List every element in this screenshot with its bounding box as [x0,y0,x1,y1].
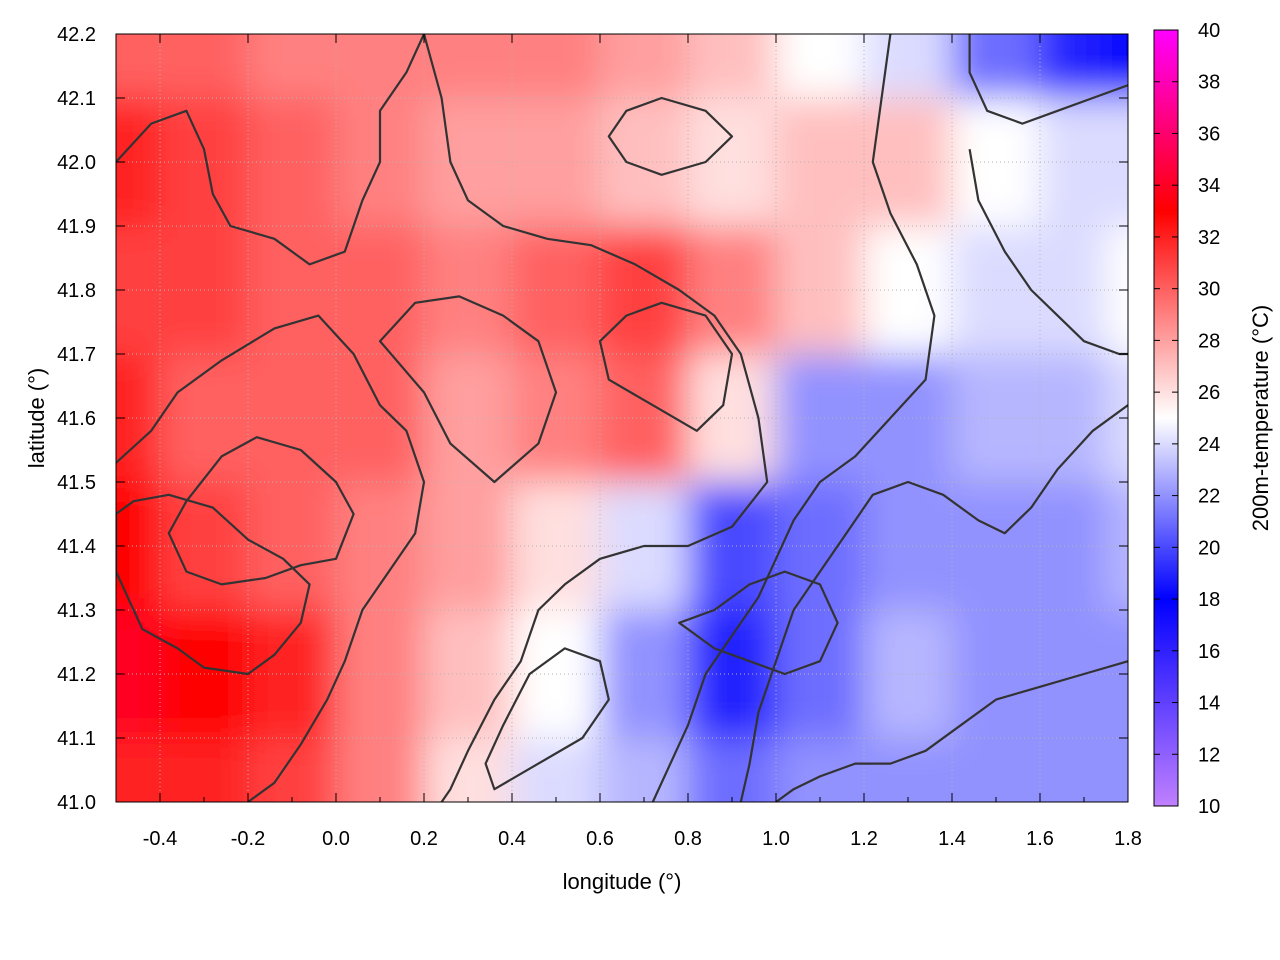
contour-line-southern-lobe [484,647,610,791]
x-tick-label: 1.0 [762,828,790,850]
y-tick-label: 41.4 [57,536,96,558]
colorbar-tick-label: 32 [1198,227,1220,249]
x-axis-label: longitude (°) [563,869,682,894]
y-tick-label: 42.1 [57,88,96,110]
temperature-cell [336,738,424,802]
x-tick-label: -0.2 [231,828,265,850]
contour-line-north-east-cold [968,34,1128,125]
colorbar-tick-label: 26 [1198,382,1220,404]
colorbar-scale [1153,29,1179,807]
contour-line-west-inner [167,436,355,586]
temperature-cell [776,34,864,98]
y-tick-label: 41.0 [57,792,96,814]
x-tick-label: 0.6 [586,828,614,850]
y-tick-label: 41.1 [57,728,96,750]
colorbar-tick-label: 20 [1198,537,1220,559]
contour-lines [116,34,1128,802]
contour-line-east-central [598,301,734,432]
colorbar-tick-label: 14 [1198,693,1220,715]
temperature-cell [1106,34,1128,98]
contour-line-west-ridge [116,314,426,802]
y-tick-label: 42.2 [57,24,96,46]
x-tick-label: 1.6 [1026,828,1054,850]
temperature-cell [1040,34,1106,98]
temperature-cells [116,34,1128,802]
colorbar-tick-label: 36 [1198,123,1220,145]
colorbar: 10 12 14 16 18 20 22 24 26 28 30 32 34 36 38 40 200m-te… [1153,20,1273,818]
colorbar-ticks: 10 12 14 16 18 20 22 24 26 28 30 32 34 36 38 40 [1154,20,1220,818]
contour-line-cool-east-lower [775,660,1128,802]
contour-line-east-band [968,149,1128,356]
temperature-cell [512,34,600,98]
contour-line-central-north [422,34,769,802]
temperature-cell [160,34,248,98]
x-tick-label: 0.8 [674,828,702,850]
x-tick-label: -0.4 [143,828,177,850]
temperature-cell [688,34,776,98]
colorbar-tick-label: 24 [1198,434,1220,456]
temperature-cell [600,738,688,802]
y-tick-label: 41.2 [57,664,96,686]
x-tick-label: 1.8 [1114,828,1142,850]
temperature-cell [336,34,424,98]
x-axis-ticks: -0.4 -0.2 0.0 0.2 0.4 0.6 0.8 1.0 1.2 1.4 1.6 1.8 [115,34,1142,850]
temperature-cell [952,34,1040,98]
x-tick-label: 0.4 [498,828,526,850]
temperature-cell [248,34,336,98]
x-tick-label: 1.4 [938,828,966,850]
y-axis-ticks: 41.0 41.1 41.2 41.3 41.4 41.5 41.6 41.7 41.8 41.9… [57,24,1128,814]
contour-line-central-lobe [378,295,558,484]
colorbar-tick-label: 40 [1198,20,1220,42]
colorbar-tick-label: 16 [1198,641,1220,663]
y-tick-label: 41.8 [57,280,96,302]
temperature-cell [864,738,952,802]
temperature-cell [116,34,160,98]
contour-line-blue-core [678,570,839,676]
x-tick-label: 0.0 [322,828,350,850]
y-tick-label: 41.6 [57,408,96,430]
temperature-cell [864,34,952,98]
contour-line-warm-cool-boundary [651,34,936,802]
contour-line-cool-east-upper [739,404,1128,802]
colorbar-label: 200m-temperature (°C) [1248,305,1273,531]
colorbar-tick-label: 18 [1198,589,1220,611]
temperature-cell [1106,738,1128,802]
temperature-cell [1040,738,1106,802]
y-tick-label: 41.3 [57,600,96,622]
colorbar-tick-label: 28 [1198,330,1220,352]
temperature-cell [952,738,1040,802]
colorbar-tick-label: 34 [1198,175,1220,197]
temperature-field [116,34,1128,802]
colorbar-tick-label: 22 [1198,486,1220,508]
temperature-cell [600,34,688,98]
contour-line-north-west [116,34,425,266]
temperature-cell [116,738,160,802]
y-tick-label: 41.5 [57,472,96,494]
colorbar-tick-label: 10 [1198,796,1220,818]
contour-line-north-blue [607,96,734,176]
temperature-cell [688,738,776,802]
plot-area [115,33,1129,803]
y-tick-label: 41.7 [57,344,96,366]
colorbar-tick-label: 30 [1198,279,1220,301]
y-tick-label: 42.0 [57,152,96,174]
contour-line-west-warm-core [116,493,311,676]
colorbar-tick-label: 38 [1198,72,1220,94]
x-tick-label: 0.2 [410,828,438,850]
colorbar-tick-label: 12 [1198,744,1220,766]
y-axis-label: latitude (°) [24,368,49,469]
y-tick-label: 41.9 [57,216,96,238]
x-tick-label: 1.2 [850,828,878,850]
temperature-cell [160,738,248,802]
